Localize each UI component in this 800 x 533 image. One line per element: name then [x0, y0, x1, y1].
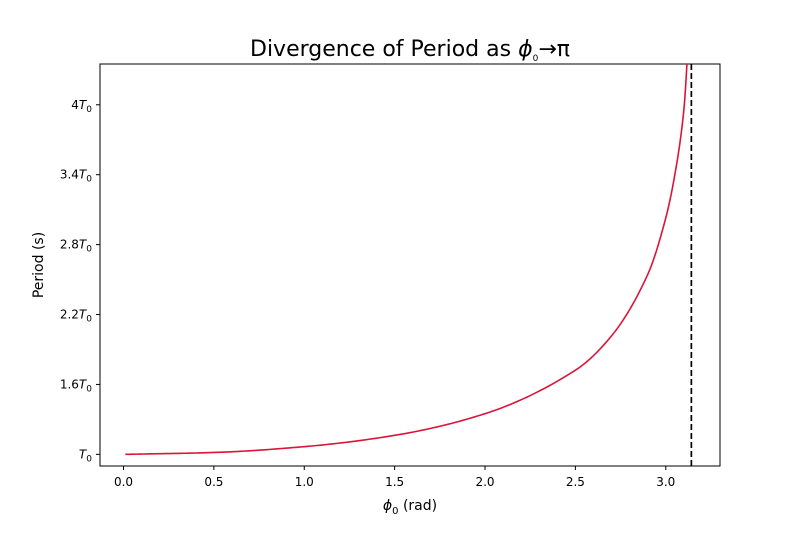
- x-tick-label: 1.0: [295, 475, 314, 489]
- chart-title-sub: 0: [533, 54, 539, 64]
- chart-title-suffix: →π: [538, 37, 570, 62]
- y-tick-label: 1.6T0: [60, 377, 92, 394]
- x-axis-label: ϕ0 (rad): [383, 498, 437, 517]
- y-tick-label: 3.4T0: [60, 168, 92, 185]
- x-axis-label-var: ϕ: [383, 498, 392, 514]
- x-tick-label: 3.0: [656, 475, 675, 489]
- x-tick-label: 1.5: [385, 475, 404, 489]
- y-tick-label: 4T0: [71, 98, 92, 115]
- chart-title-prefix: Divergence of Period as: [250, 37, 518, 62]
- x-tick-label: 0.5: [204, 475, 223, 489]
- series-line-0: [125, 64, 688, 456]
- chart-title-var: ϕ: [518, 37, 533, 62]
- x-tick-label: 2.5: [566, 475, 585, 489]
- plot-frame: [99, 63, 721, 467]
- y-axis-label: Period (s): [31, 232, 47, 298]
- y-tick-label: 2.8T0: [60, 238, 92, 255]
- chart-title: Divergence of Period as ϕ0→π: [250, 37, 570, 64]
- x-tick-label: 2.0: [475, 475, 494, 489]
- x-axis-label-suffix: (rad): [399, 498, 438, 514]
- y-tick-label: 2.2T0: [60, 308, 92, 325]
- x-tick-label: 0.0: [114, 475, 133, 489]
- x-axis-label-sub: 0: [392, 506, 398, 517]
- y-tick-label: T0: [79, 447, 92, 464]
